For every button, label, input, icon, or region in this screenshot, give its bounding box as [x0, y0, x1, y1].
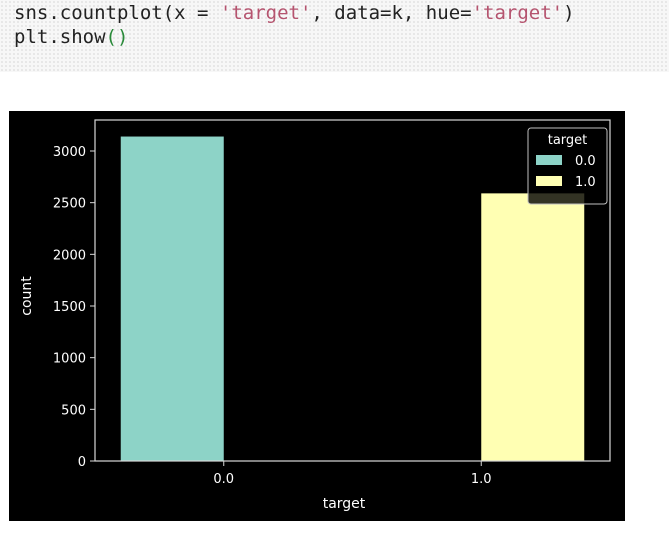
code-string: 'target'	[219, 2, 312, 24]
x-tick-label: 1.0	[471, 472, 492, 487]
legend-label-0.0: 0.0	[575, 154, 596, 169]
plot-frame	[94, 119, 611, 462]
next-cell-faint	[60, 548, 320, 560]
code-text: plt.show	[14, 26, 106, 48]
plot-output: 0 500 1000 1500 2000 2500 3000 0.0 1.0 target co…	[9, 111, 625, 521]
y-axis-label: count	[19, 276, 35, 316]
y-tick-label: 1000	[53, 352, 86, 367]
y-tick-label: 0	[78, 455, 86, 470]
code-text: , data=k, hue=	[311, 2, 472, 24]
legend-title: target	[548, 133, 588, 148]
code-string: 'target'	[471, 2, 564, 24]
code-line-countplot: sns.countplot(x = 'target', data=k, hue=…	[14, 2, 575, 24]
legend-swatch-0.0	[536, 155, 562, 165]
code-line-show: plt.show()	[14, 26, 128, 48]
code-parens: ()	[105, 26, 129, 48]
countplot-chart: 0 500 1000 1500 2000 2500 3000 0.0 1.0 target co…	[19, 119, 611, 512]
legend-swatch-1.0	[536, 176, 562, 186]
y-tick-label: 2500	[53, 197, 86, 212]
x-tick-label: 0.0	[213, 472, 234, 487]
code-text: sns.countplot(x =	[14, 2, 220, 24]
y-tick-label: 3000	[53, 145, 86, 160]
code-text: )	[563, 2, 575, 24]
legend-label-1.0: 1.0	[575, 175, 596, 190]
code-cell[interactable]: sns.countplot(x = 'target', data=k, hue=…	[0, 0, 669, 72]
y-tick-label: 500	[61, 403, 86, 418]
bar-0.0-0.0	[120, 136, 224, 461]
x-axis-label: target	[323, 496, 366, 512]
y-tick-label: 1500	[53, 300, 86, 315]
y-tick-label: 2000	[53, 248, 86, 263]
chart-legend: target 0.0 1.0	[527, 127, 608, 205]
bar-1.0-1.0	[481, 193, 585, 461]
